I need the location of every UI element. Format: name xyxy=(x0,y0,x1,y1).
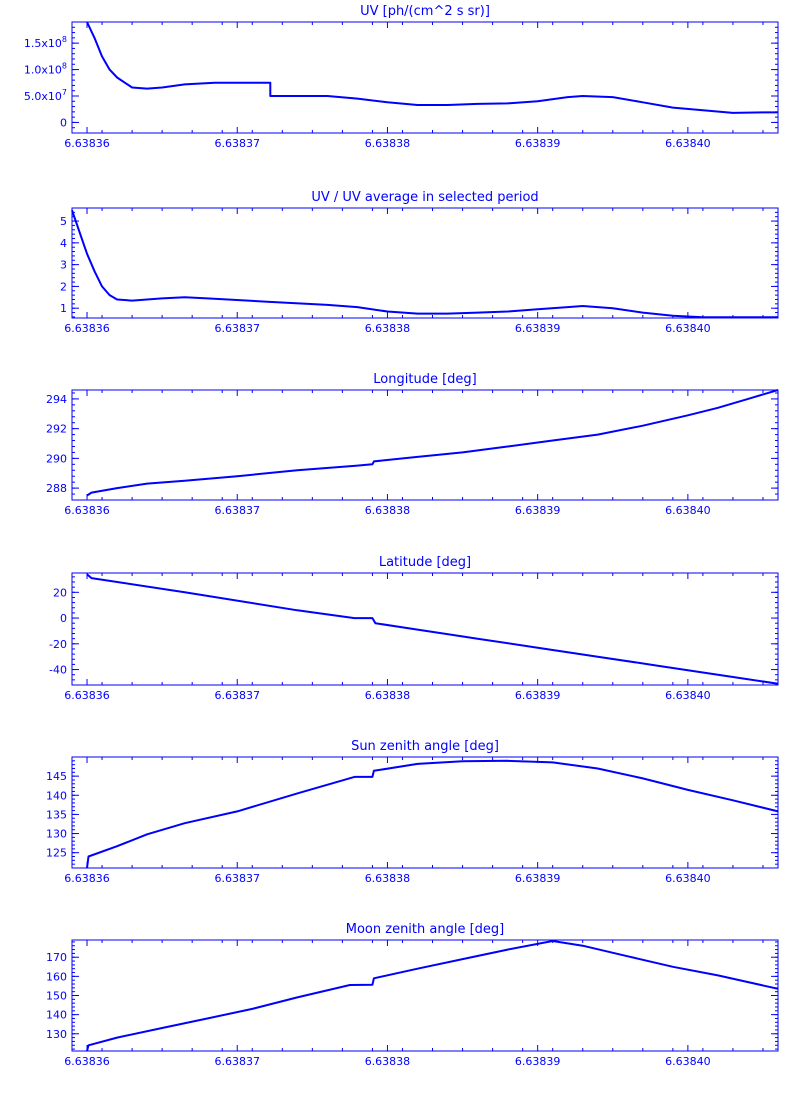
series-line xyxy=(86,21,778,114)
x-tick-label: 6.63837 xyxy=(214,504,260,517)
y-tick-label: 0 xyxy=(60,612,67,625)
y-tick-label: 140 xyxy=(46,1009,67,1022)
y-tick-label: 20 xyxy=(53,586,67,599)
x-tick-label: 6.63838 xyxy=(365,872,411,885)
x-tick-label: 6.63840 xyxy=(665,137,711,150)
y-tick-label: 130 xyxy=(46,1028,67,1041)
x-tick-label: 6.63839 xyxy=(515,137,561,150)
plot-frame xyxy=(71,756,779,869)
y-tick-label: 3 xyxy=(60,259,67,272)
x-tick-label: 6.63837 xyxy=(214,137,260,150)
x-tick-label: 6.63836 xyxy=(64,689,110,702)
x-tick-label: 6.63838 xyxy=(365,1055,411,1068)
y-tick-label: 288 xyxy=(46,482,67,495)
panel-4: Latitude [deg] 6.63836 6.63837 6.63838 6.638… xyxy=(49,555,779,702)
panel-1: UV [ph/(cm^2 s sr)] 6.63836 6.63837 6.63838… xyxy=(24,4,779,150)
x-tick-label: 6.63837 xyxy=(214,1055,260,1068)
x-tick-label: 6.63838 xyxy=(365,137,411,150)
y-tick-label: 145 xyxy=(46,770,67,783)
x-tick-label: 6.63840 xyxy=(665,322,711,335)
y-tick-label: 1.5x108 xyxy=(24,35,67,50)
x-tick-label: 6.63836 xyxy=(64,504,110,517)
x-tick-label: 6.63836 xyxy=(64,137,110,150)
y-tick-label: 294 xyxy=(46,393,67,406)
x-tick-label: 6.63839 xyxy=(515,872,561,885)
series-line xyxy=(86,759,779,869)
panel-title: UV [ph/(cm^2 s sr)] xyxy=(360,4,490,19)
y-tick-label: 2 xyxy=(60,280,67,293)
plot-frame xyxy=(71,939,779,1052)
series-line xyxy=(86,573,779,685)
y-tick-label: 292 xyxy=(46,423,67,436)
x-tick-label: 6.63837 xyxy=(214,689,260,702)
x-tick-label: 6.63840 xyxy=(665,504,711,517)
plot-frame xyxy=(71,207,779,319)
panel-title: Sun zenith angle [deg] xyxy=(351,739,499,754)
x-tick-label: 6.63840 xyxy=(665,689,711,702)
y-tick-label: 290 xyxy=(46,452,67,465)
y-tick-label: 1 xyxy=(60,302,67,315)
panel-title: Latitude [deg] xyxy=(379,555,471,570)
x-tick-label: 6.63838 xyxy=(365,689,411,702)
x-tick-label: 6.63838 xyxy=(365,504,411,517)
panel-title: UV / UV average in selected period xyxy=(311,190,538,205)
y-tick-label: 160 xyxy=(46,970,67,983)
y-tick-label: -40 xyxy=(49,664,67,677)
panel-6: Moon zenith angle [deg] 6.63836 6.63837 6.6… xyxy=(46,922,779,1068)
series-line xyxy=(86,940,779,1052)
x-tick-label: 6.63840 xyxy=(665,872,711,885)
series-line xyxy=(86,389,779,497)
y-tick-label: 1.0x108 xyxy=(24,62,67,77)
plot-frame xyxy=(71,389,779,501)
y-tick-label: -20 xyxy=(49,638,67,651)
x-tick-label: 6.63838 xyxy=(365,322,411,335)
y-tick-label: 125 xyxy=(46,847,67,860)
panel-title: Moon zenith angle [deg] xyxy=(346,922,504,937)
plot-frame xyxy=(71,21,779,134)
y-tick-label: 140 xyxy=(46,789,67,802)
y-tick-label: 5 xyxy=(60,215,67,228)
x-tick-label: 6.63839 xyxy=(515,322,561,335)
y-tick-label: 130 xyxy=(46,828,67,841)
panel-3: Longitude [deg] 6.63836 6.63837 6.63838 6.63… xyxy=(46,372,779,517)
x-tick-label: 6.63836 xyxy=(64,322,110,335)
x-tick-label: 6.63840 xyxy=(665,1055,711,1068)
x-tick-label: 6.63839 xyxy=(515,689,561,702)
x-tick-label: 6.63839 xyxy=(515,504,561,517)
panel-title: Longitude [deg] xyxy=(373,372,476,387)
panel-5: Sun zenith angle [deg] 6.63836 6.63837 6.63… xyxy=(46,739,779,885)
plot-frame xyxy=(71,572,779,686)
x-tick-label: 6.63837 xyxy=(214,872,260,885)
y-tick-label: 170 xyxy=(46,951,67,964)
y-tick-label: 4 xyxy=(60,237,67,250)
series-line xyxy=(71,209,778,319)
x-tick-label: 6.63836 xyxy=(64,1055,110,1068)
x-tick-label: 6.63837 xyxy=(214,322,260,335)
y-tick-label: 5.0x107 xyxy=(24,88,67,103)
y-tick-label: 135 xyxy=(46,808,67,821)
panel-2: UV / UV average in selected period 6.6383… xyxy=(60,190,779,335)
x-tick-label: 6.63836 xyxy=(64,872,110,885)
y-tick-label: 0 xyxy=(60,116,67,129)
x-tick-label: 6.63839 xyxy=(515,1055,561,1068)
y-tick-label: 150 xyxy=(46,990,67,1003)
